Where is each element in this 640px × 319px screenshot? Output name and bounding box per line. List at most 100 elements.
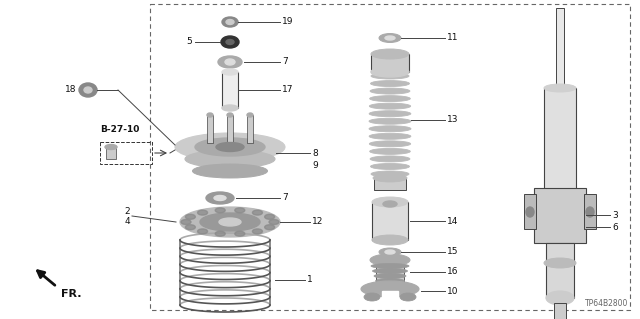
Ellipse shape — [544, 84, 576, 92]
Ellipse shape — [252, 210, 262, 215]
Text: 11: 11 — [447, 33, 458, 42]
Ellipse shape — [269, 219, 279, 225]
Ellipse shape — [200, 213, 260, 231]
Ellipse shape — [252, 229, 262, 234]
Text: 16: 16 — [447, 268, 458, 277]
Ellipse shape — [216, 143, 244, 152]
Text: 10: 10 — [447, 286, 458, 295]
Ellipse shape — [371, 171, 409, 177]
Bar — [544, 88, 576, 218]
Ellipse shape — [265, 225, 275, 230]
Ellipse shape — [369, 118, 411, 124]
Text: 7: 7 — [282, 57, 288, 66]
Ellipse shape — [371, 263, 409, 269]
Text: TP64B2800: TP64B2800 — [584, 299, 628, 308]
Ellipse shape — [370, 156, 410, 162]
Ellipse shape — [370, 254, 410, 266]
Text: B-27-10: B-27-10 — [100, 125, 140, 134]
Bar — [554, 303, 566, 319]
Bar — [376, 266, 404, 288]
Ellipse shape — [385, 250, 395, 254]
Ellipse shape — [222, 105, 238, 111]
Ellipse shape — [225, 59, 235, 65]
Ellipse shape — [372, 269, 408, 273]
Ellipse shape — [195, 138, 265, 156]
Ellipse shape — [526, 207, 534, 217]
Ellipse shape — [371, 80, 410, 86]
Ellipse shape — [370, 96, 410, 102]
Ellipse shape — [400, 293, 416, 301]
Ellipse shape — [376, 278, 404, 284]
Text: 4: 4 — [124, 218, 130, 226]
Text: 7: 7 — [282, 194, 288, 203]
Ellipse shape — [373, 174, 407, 182]
Ellipse shape — [372, 197, 408, 207]
Ellipse shape — [222, 69, 238, 75]
Ellipse shape — [369, 111, 411, 117]
Ellipse shape — [370, 88, 410, 94]
Ellipse shape — [185, 150, 275, 168]
Ellipse shape — [218, 56, 242, 68]
Ellipse shape — [361, 281, 419, 297]
Bar — [207, 115, 213, 143]
Bar — [546, 243, 574, 298]
Ellipse shape — [544, 258, 576, 268]
Ellipse shape — [369, 103, 411, 109]
Ellipse shape — [193, 164, 268, 178]
Bar — [524, 194, 536, 229]
Text: 5: 5 — [186, 38, 192, 47]
Bar — [374, 178, 406, 190]
Bar — [372, 202, 408, 240]
Ellipse shape — [214, 196, 226, 201]
Bar — [584, 194, 596, 229]
Ellipse shape — [586, 207, 594, 217]
Ellipse shape — [379, 248, 401, 256]
Text: 13: 13 — [447, 115, 458, 124]
Ellipse shape — [265, 214, 275, 219]
Ellipse shape — [198, 210, 207, 215]
Ellipse shape — [227, 113, 233, 117]
Ellipse shape — [226, 19, 234, 25]
Text: 1: 1 — [307, 276, 313, 285]
Ellipse shape — [371, 73, 409, 79]
Ellipse shape — [222, 17, 238, 27]
Ellipse shape — [370, 148, 410, 154]
Text: FR.: FR. — [61, 289, 81, 299]
Bar — [534, 188, 586, 243]
Ellipse shape — [247, 113, 253, 117]
Ellipse shape — [371, 49, 409, 59]
Text: 3: 3 — [612, 211, 618, 219]
Ellipse shape — [105, 145, 117, 150]
Ellipse shape — [215, 208, 225, 213]
Ellipse shape — [175, 133, 285, 161]
Text: 8: 8 — [312, 149, 317, 158]
Ellipse shape — [221, 36, 239, 48]
Ellipse shape — [377, 284, 403, 288]
Ellipse shape — [186, 214, 195, 219]
Ellipse shape — [369, 133, 411, 139]
Text: 15: 15 — [447, 248, 458, 256]
Text: 6: 6 — [612, 222, 618, 232]
Ellipse shape — [79, 83, 97, 97]
Ellipse shape — [371, 67, 409, 77]
Bar — [100, 142, 152, 164]
Bar — [150, 4, 630, 310]
Ellipse shape — [369, 126, 411, 132]
Ellipse shape — [369, 141, 411, 147]
Text: 9: 9 — [312, 160, 317, 169]
Ellipse shape — [84, 87, 92, 93]
Ellipse shape — [374, 273, 406, 278]
Ellipse shape — [383, 201, 397, 207]
Ellipse shape — [546, 291, 574, 305]
Bar — [371, 54, 409, 72]
Ellipse shape — [371, 163, 410, 169]
Bar — [247, 115, 253, 143]
Ellipse shape — [235, 208, 244, 213]
Ellipse shape — [235, 231, 244, 236]
Ellipse shape — [198, 229, 207, 234]
Text: 2: 2 — [124, 207, 130, 217]
Ellipse shape — [372, 235, 408, 245]
Bar — [222, 72, 238, 108]
Ellipse shape — [226, 40, 234, 44]
Text: 19: 19 — [282, 18, 294, 26]
